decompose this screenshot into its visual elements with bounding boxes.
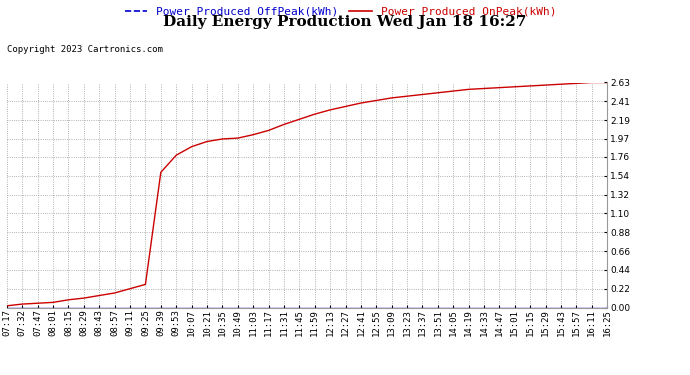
Text: Daily Energy Production Wed Jan 18 16:27: Daily Energy Production Wed Jan 18 16:27 <box>164 15 526 29</box>
Text: Copyright 2023 Cartronics.com: Copyright 2023 Cartronics.com <box>7 45 163 54</box>
Legend: Power Produced OffPeak(kWh), Power Produced OnPeak(kWh): Power Produced OffPeak(kWh), Power Produ… <box>121 3 560 21</box>
